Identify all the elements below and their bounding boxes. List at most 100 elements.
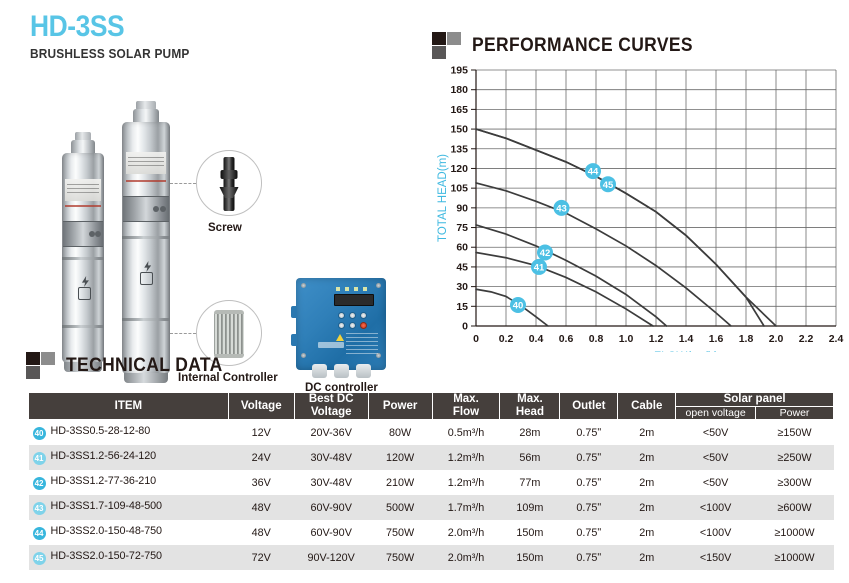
pump-seam (62, 257, 104, 260)
cell-voltage: 24V (251, 451, 271, 464)
cell-open-voltage: <50V (702, 426, 729, 439)
y-axis-tick-label: 0 (462, 321, 468, 333)
y-axis-tick-label: 90 (456, 202, 468, 214)
performance-chart: 0 0.2 0.4 0.6 0.8 1.0 1.2 1.4 1.6 1.8 2.0 2.2 2.4 0 15… (432, 62, 844, 353)
pump-cap (132, 109, 160, 124)
cell-solar-power: ≥250W (777, 451, 812, 464)
th-outlet: Outlet (559, 391, 619, 421)
cell-cable: 2m (639, 526, 655, 539)
product-model-title: HD-3SS (30, 10, 125, 43)
cell-voltage: 72V (251, 551, 271, 564)
x-axis-tick-label: 1.2 (649, 333, 664, 345)
leader-line-screw (170, 183, 196, 184)
cell-max-head: 77m (519, 476, 541, 489)
curve-marker-43: 43 (553, 199, 570, 216)
curve-marker-label: 41 (534, 263, 545, 274)
cell-best-dc-voltage: 90V-120V (307, 551, 355, 564)
performance-curve-42 (475, 224, 668, 327)
technical-data-table: ITEM Voltage Best DC Voltage Power Max. Fl… (28, 391, 834, 571)
y-axis-tick-label: 195 (450, 65, 468, 77)
cell-cable: 2m (639, 501, 655, 514)
mount-tab (291, 306, 297, 318)
th-cable: Cable (617, 391, 677, 421)
cell-open-voltage: <50V (702, 476, 729, 489)
y-axis-tick-label: 15 (456, 301, 468, 313)
table-header-row-2: open voltage Power (29, 406, 834, 421)
pump-seam (62, 325, 104, 328)
pump-foot (123, 373, 169, 383)
performance-curve-43 (475, 182, 732, 327)
screw-head-icon (301, 353, 306, 358)
th-solar-power: Power (755, 406, 834, 421)
table-row: 42 HD-3SS1.2-77-36-210 36V 30V-48V 210W 1.2m³… (29, 470, 834, 495)
cell-power: 120W (385, 451, 415, 464)
cell-best-dc-voltage: 60V-90V (310, 501, 352, 514)
curve-marker-label: 44 (588, 167, 599, 178)
table-header-row-1: ITEM Voltage Best DC Voltage Power Max. Fl… (28, 391, 834, 421)
curve-marker-41: 41 (531, 258, 547, 275)
x-axis-tick-label: 1.0 (619, 333, 634, 345)
x-axis-tick-label: 2.0 (769, 333, 784, 345)
cell-outlet: 0.75ʺ (576, 526, 602, 539)
y-axis-title: TOTAL HEAD(m) (437, 154, 449, 242)
cell-outlet: 0.75ʺ (576, 426, 602, 439)
pump-cap (71, 140, 95, 155)
performance-curve-45 (475, 128, 777, 327)
th-open-voltage: open voltage (675, 406, 757, 421)
cell-item: 42 HD-3SS1.2-77-36-210 (29, 470, 229, 495)
y-axis-tick-label: 75 (456, 222, 468, 234)
cell-max-head: 150m (516, 526, 544, 539)
cable-gland (334, 364, 349, 378)
screw-icon (220, 157, 238, 211)
section-title-technical: TECHNICAL DATA (66, 355, 223, 376)
x-axis-tick-label: 2.4 (829, 333, 844, 345)
cell-open-voltage: <100V (699, 501, 732, 514)
section-title-performance: PERFORMANCE CURVES (472, 35, 693, 56)
pump-logo-icon (140, 272, 154, 285)
x-axis-tick-label: 0.4 (529, 333, 544, 345)
performance-curve-41 (475, 251, 654, 327)
mount-tab (291, 334, 297, 346)
cell-outlet: 0.75ʺ (576, 501, 602, 514)
label-dc-controller: DC controller (305, 382, 378, 394)
keypad-button (349, 312, 356, 319)
cell-item: 43 HD-3SS1.7-109-48-500 (29, 495, 229, 520)
keypad-button (338, 322, 345, 329)
th-max-head: Max. Head (499, 391, 561, 421)
cell-best-dc-voltage: 20V-36V (310, 426, 352, 439)
internal-controller-icon (214, 310, 244, 358)
table-row: 40 HD-3SS0.5-28-12-80 12V 20V-36V 80W 0.5m³/h… (29, 420, 834, 446)
cell-max-head: 150m (516, 551, 544, 564)
curve-marker-40: 40 (510, 296, 526, 313)
pump-seam (122, 318, 170, 321)
cell-max-head: 56m (519, 451, 541, 464)
table-row: 41 HD-3SS1.2-56-24-120 24V 30V-48V 120W 1.2m³… (28, 445, 834, 471)
y-axis-tick-label: 165 (450, 104, 468, 116)
label-internal-controller: Internal Controller (178, 372, 278, 384)
cell-cable: 2m (639, 551, 655, 564)
cell-power: 750W (385, 551, 415, 564)
cell-outlet: 0.75ʺ (576, 551, 602, 564)
curve-marker-label: 42 (540, 248, 551, 259)
leader-line-internal-controller (170, 333, 196, 334)
cell-power: 210W (385, 476, 415, 489)
curve-marker-44: 44 (585, 163, 601, 180)
cell-power: 500W (385, 501, 415, 514)
y-axis-tick-label: 30 (456, 281, 468, 293)
cell-max-flow: 1.2m³/h (447, 476, 485, 489)
y-axis-tick-label: 150 (450, 124, 468, 136)
pump-clamp (62, 221, 104, 247)
cell-max-head: 109m (516, 501, 544, 514)
cell-power: 750W (385, 526, 415, 539)
x-axis-tick-label: 2.2 (799, 333, 814, 345)
pump-spec-label (125, 152, 167, 174)
curve-badge: 43 (32, 502, 46, 516)
th-voltage: Voltage (227, 391, 295, 421)
pump-red-stripe (65, 205, 101, 207)
y-axis-tick-label: 60 (456, 242, 468, 254)
pump-foot (63, 362, 103, 372)
curve-marker-label: 40 (513, 301, 524, 312)
pump-unit-small (62, 132, 104, 372)
cable-gland (312, 364, 327, 378)
pump-clamp (122, 196, 170, 222)
